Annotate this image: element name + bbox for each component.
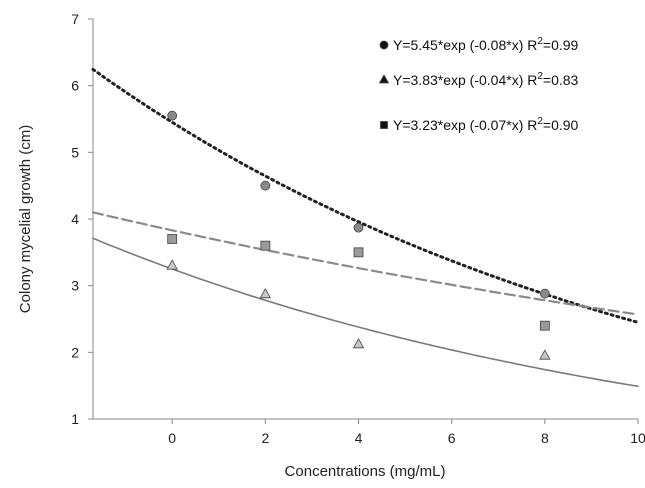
y-tick-label: 7 — [71, 11, 79, 27]
y-tick-label: 5 — [71, 144, 79, 160]
x-axis-title: Concentrations (mg/mL) — [285, 463, 446, 480]
data-point-circle — [539, 288, 550, 299]
legend-superscript: 2 — [537, 116, 543, 127]
legend-entry: Y=3.83*exp (-0.04*x) R2=0.83 — [393, 71, 579, 88]
x-ticks: 0 2 4 6 8 10 — [168, 419, 645, 446]
legend-r2-value: =0.83 — [543, 72, 579, 88]
legend-marker-triangle — [378, 74, 390, 84]
data-point-square — [167, 234, 178, 244]
data-point-triangle — [259, 288, 272, 299]
data-point-circle — [260, 180, 271, 191]
x-tick-label: 10 — [630, 430, 645, 446]
y-tick-label: 6 — [71, 78, 79, 94]
x-tick-label: 8 — [541, 430, 549, 446]
data-markers — [166, 110, 551, 360]
legend-marker-square — [380, 121, 388, 129]
data-point-circle — [167, 110, 178, 121]
legend-r2-value: =0.90 — [543, 117, 579, 133]
legend-superscript: 2 — [537, 36, 543, 47]
legend-entry: Y=5.45*exp (-0.08*x) R2=0.99 — [393, 36, 579, 53]
legend: Y=5.45*exp (-0.08*x) R2=0.99Y=3.83*exp (… — [378, 36, 579, 133]
y-tick-label: 4 — [71, 211, 79, 227]
x-tick-label: 6 — [448, 430, 456, 446]
fit-line-square — [91, 211, 640, 316]
data-point-circle — [353, 222, 364, 233]
legend-equation: Y=3.83*exp (-0.04*x) R — [393, 72, 537, 88]
y-tick-label: 1 — [71, 411, 79, 427]
data-point-triangle — [166, 259, 178, 270]
x-tick-label: 0 — [168, 430, 176, 446]
x-tick-label: 2 — [261, 430, 269, 446]
y-tick-label: 3 — [71, 278, 79, 294]
x-tick-label: 4 — [355, 430, 363, 446]
data-point-square — [539, 320, 550, 331]
legend-superscript: 2 — [537, 71, 543, 82]
legend-r2-value: =0.99 — [543, 37, 579, 53]
fit-line-triangle — [92, 237, 639, 388]
data-point-triangle — [352, 338, 365, 349]
fit-line-circle — [91, 67, 640, 324]
y-ticks: 1 2 3 4 5 6 7 — [71, 11, 93, 427]
y-tick-label: 2 — [71, 344, 79, 360]
legend-equation: Y=5.45*exp (-0.08*x) R — [393, 37, 537, 53]
data-point-triangle — [539, 349, 551, 360]
y-axis-title: Colony mycelial growth (cm) — [17, 125, 34, 313]
legend-equation: Y=3.23*exp (-0.07*x) R — [393, 117, 537, 133]
plot-area: 1 2 3 4 5 6 7 0 2 4 6 8 10 — [71, 11, 645, 446]
data-point-square — [260, 240, 271, 251]
legend-entry: Y=3.23*exp (-0.07*x) R2=0.90 — [393, 116, 579, 133]
data-point-square — [353, 247, 364, 258]
legend-marker-circle — [379, 40, 389, 50]
